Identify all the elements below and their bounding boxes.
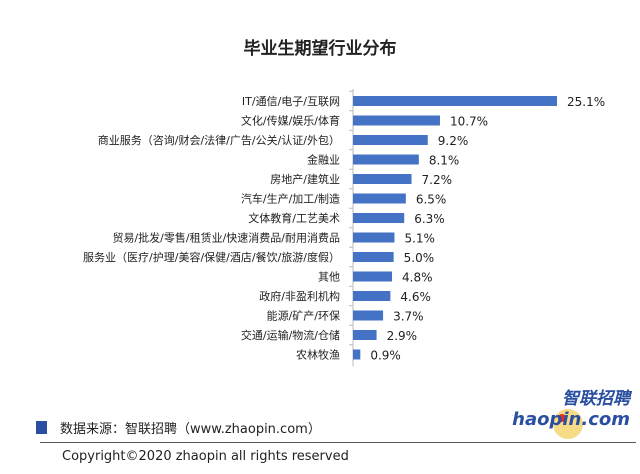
bar xyxy=(353,330,377,340)
bar xyxy=(353,193,406,204)
category-label: 能源/矿产/环保 xyxy=(267,309,340,323)
bar xyxy=(353,135,428,145)
value-label: 6.3% xyxy=(414,212,445,226)
value-label: 9.2% xyxy=(438,134,469,148)
chart-title: 毕业生期望行业分布 xyxy=(243,39,397,59)
category-label: 贸易/批发/零售/租赁业/快速消费品/耐用消费品 xyxy=(112,231,340,245)
value-label: 10.7% xyxy=(450,115,488,129)
bar xyxy=(353,154,419,165)
category-label: 其他 xyxy=(318,271,340,284)
value-label: 2.9% xyxy=(387,329,418,343)
category-label: 服务业（医疗/护理/美容/保健/酒店/餐饮/旅游/度假） xyxy=(83,250,340,264)
footer-divider xyxy=(40,442,636,443)
bar xyxy=(353,271,393,282)
value-label: 3.7% xyxy=(393,310,424,324)
value-label: 4.6% xyxy=(400,290,431,304)
bar-chart: IT/通信/电子/互联网 25.1% 文化/传媒/娱乐/体育 10.7% 商业服务（咨询… xyxy=(83,89,605,367)
value-label: 25.1% xyxy=(567,95,605,109)
value-label: 4.8% xyxy=(402,271,433,285)
bar xyxy=(353,115,440,126)
source-marker xyxy=(36,421,47,434)
bar xyxy=(353,174,412,184)
category-label: IT/通信/电子/互联网 xyxy=(242,95,340,108)
zhaopin-logo: 智联招聘 zhaopin.com xyxy=(512,389,633,439)
value-label: 5.0% xyxy=(404,251,435,265)
category-label: 农林牧渔 xyxy=(296,348,340,362)
category-label: 文化/传媒/娱乐/体育 xyxy=(241,114,340,128)
bar xyxy=(353,213,405,223)
category-label: 交通/运输/物流/仓储 xyxy=(241,328,340,342)
value-label: 7.2% xyxy=(422,173,453,187)
category-label: 房地产/建筑业 xyxy=(270,172,340,186)
category-label: 商业服务（咨询/财会/法律/广告/公关/认证/外包） xyxy=(98,133,340,147)
bar xyxy=(353,252,394,262)
svg-text:智联招聘: 智联招聘 xyxy=(562,389,633,409)
source-text: 数据来源：智联招聘（www.zhaopin.com） xyxy=(60,422,321,437)
bar xyxy=(353,310,384,321)
category-label: 政府/非盈利机构 xyxy=(259,289,340,303)
value-label: 0.9% xyxy=(370,349,401,363)
copyright-text: Copyright©2020 zhaopin all rights reserv… xyxy=(62,449,349,464)
bar xyxy=(353,96,557,106)
bar xyxy=(353,232,395,243)
value-label: 8.1% xyxy=(429,154,460,168)
category-label: 汽车/生产/加工/制造 xyxy=(241,192,340,206)
bar xyxy=(353,349,361,360)
value-label: 5.1% xyxy=(404,232,435,246)
svg-text:zhaopin.com: zhaopin.com xyxy=(512,409,630,430)
bar xyxy=(353,291,391,301)
category-label: 金融业 xyxy=(307,153,340,167)
category-label: 文体教育/工艺美术 xyxy=(248,211,340,225)
value-label: 6.5% xyxy=(416,193,447,207)
